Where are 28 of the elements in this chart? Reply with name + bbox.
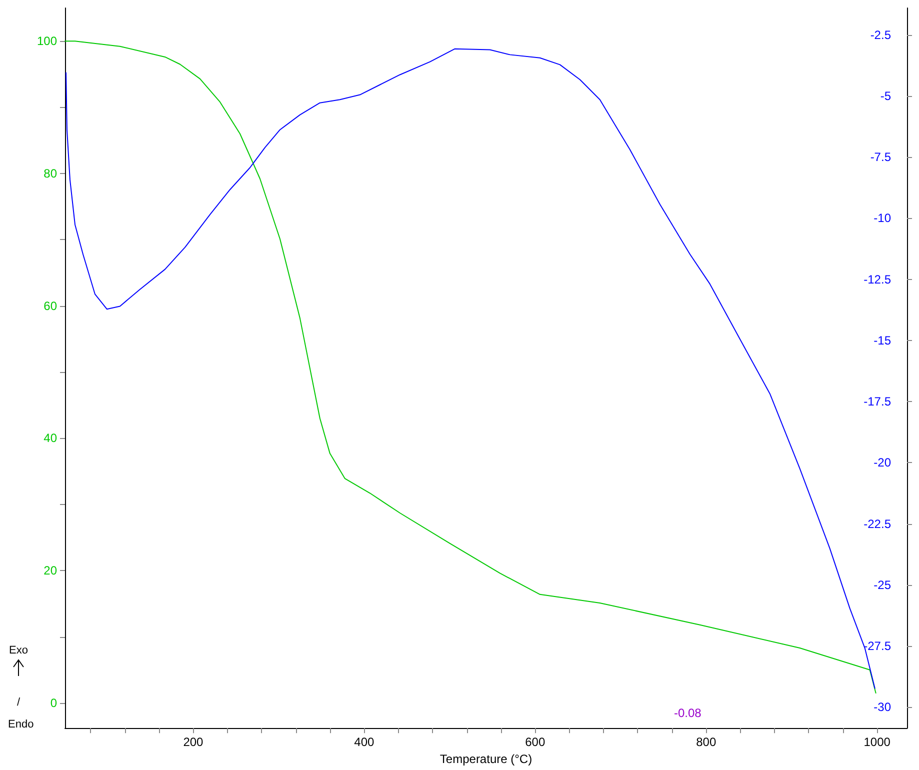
x-axis-title: Temperature (°C) bbox=[440, 752, 532, 766]
y2-tick-label: -5 bbox=[880, 88, 892, 103]
y2-tick-label: -10 bbox=[874, 211, 892, 226]
text: / bbox=[17, 696, 21, 708]
y-tick-label: 40 bbox=[44, 431, 58, 446]
y2-tick-label: -30 bbox=[874, 700, 892, 714]
y-tick-label: 0 bbox=[50, 696, 58, 710]
y2-tick-label: -15 bbox=[874, 333, 892, 348]
x-tick-label: 1000 bbox=[864, 735, 891, 750]
y2-tick-label: -2.5 bbox=[870, 28, 892, 42]
y-tick-label: 100 bbox=[36, 34, 58, 48]
x-tick-label: 400 bbox=[354, 735, 375, 750]
y-tick-label: 20 bbox=[44, 564, 58, 578]
y2-tick-label: -12.5 bbox=[864, 272, 892, 286]
y-tick-label: 60 bbox=[44, 298, 58, 313]
x-tick-label: 800 bbox=[696, 735, 716, 750]
y2-tick-label: -7.5 bbox=[870, 150, 892, 164]
text: Exo bbox=[9, 644, 28, 656]
annotation: -0.08 bbox=[674, 706, 702, 720]
y2-tick-label: -27.5 bbox=[864, 638, 892, 653]
x-tick-label: 600 bbox=[525, 735, 546, 750]
y2-tick-label: -17.5 bbox=[864, 394, 892, 409]
y-tick-label: 80 bbox=[44, 166, 58, 180]
text: Endo bbox=[8, 718, 34, 730]
y2-tick-label: -22.5 bbox=[864, 516, 892, 531]
y2-tick-label: -20 bbox=[874, 456, 892, 470]
x-tick-label: 200 bbox=[183, 735, 204, 750]
y2-tick-label: -25 bbox=[874, 578, 892, 592]
